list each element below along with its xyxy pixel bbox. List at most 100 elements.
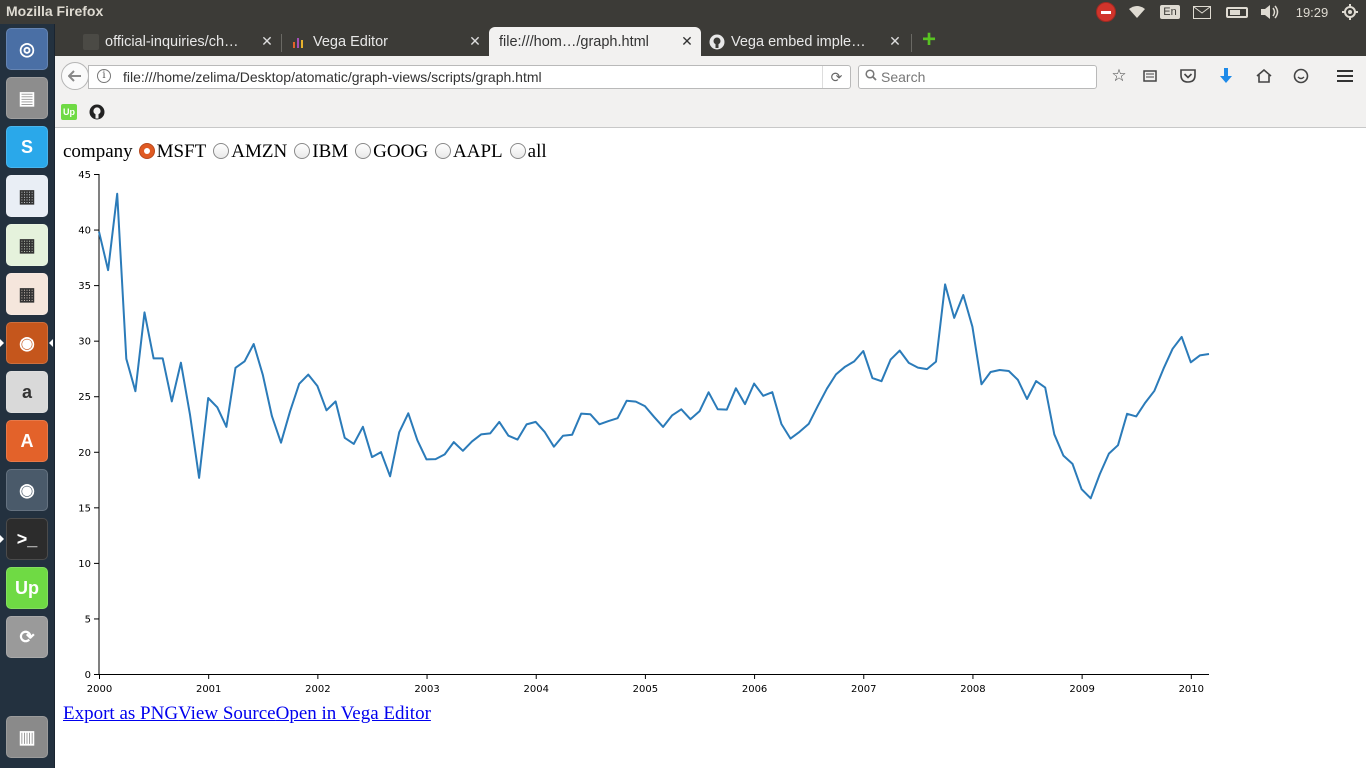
back-arrow-icon [68, 70, 81, 82]
trash-icon[interactable]: ▥ [6, 716, 48, 758]
tab-official-inquiries[interactable]: official-inquiries/ch… ✕ [75, 27, 281, 56]
page-content: company MSFT AMZN IBM GOOG AAPL all 0 5 10… [55, 129, 1366, 768]
company-radio-group: company MSFT AMZN IBM GOOG AAPL all [63, 141, 552, 163]
tab-bar: official-inquiries/ch… ✕ Vega Editor ✕ f… [55, 24, 1366, 56]
terminal-icon[interactable]: >_ [6, 518, 48, 560]
running-indicator [0, 339, 4, 347]
y-tick-label: 0 [85, 670, 91, 681]
vega-favicon-icon [291, 34, 307, 50]
amazon-icon[interactable]: a [6, 371, 48, 413]
url-bar[interactable]: i file:///home/zelima/Desktop/atomatic/g… [88, 65, 851, 89]
tab-vega-embed[interactable]: Vega embed imple… ✕ [701, 27, 909, 56]
battery-icon[interactable] [1224, 0, 1250, 24]
site-info-icon[interactable]: i [97, 69, 111, 83]
close-tab-icon[interactable]: ✕ [261, 33, 273, 49]
radio-label-all: all [527, 141, 547, 162]
y-tick-label: 30 [78, 337, 91, 348]
y-tick-label: 35 [78, 281, 91, 292]
y-tick-label: 5 [85, 614, 91, 625]
action-links: Export as PNGView SourceOpen in Vega Edi… [63, 703, 431, 725]
clock[interactable]: 19:29 [1295, 4, 1329, 20]
firefox-icon[interactable]: ◉ [6, 322, 48, 364]
home-icon[interactable] [1251, 64, 1277, 88]
github-favicon-icon [709, 34, 725, 50]
x-tick-label: 2001 [196, 684, 221, 695]
tab-favicon [83, 33, 99, 50]
keyboard-layout-label: En [1160, 5, 1180, 19]
chat-smiley-icon[interactable] [1288, 64, 1314, 88]
y-tick-label: 25 [78, 392, 91, 403]
tab-vega-editor[interactable]: Vega Editor ✕ [283, 27, 489, 56]
downloads-icon[interactable] [1213, 64, 1239, 88]
tab-label: Vega Editor [313, 33, 388, 50]
reload-icon[interactable]: ⟳ [822, 66, 850, 88]
focused-indicator [49, 339, 53, 347]
url-text: file:///home/zelima/Desktop/atomatic/gra… [123, 69, 542, 85]
x-tick-label: 2003 [414, 684, 439, 695]
skype-icon[interactable]: S [6, 126, 48, 168]
search-input[interactable] [881, 68, 1091, 86]
radio-label-aapl: AAPL [453, 141, 503, 162]
back-button[interactable] [61, 62, 89, 90]
mail-icon[interactable] [1191, 0, 1213, 24]
open-in-vega-editor-link[interactable]: Open in Vega Editor [275, 703, 431, 724]
running-indicator [0, 535, 4, 543]
y-tick-label: 10 [78, 559, 91, 570]
ubuntu-dash-icon[interactable]: ◎ [6, 28, 48, 70]
radio-goog[interactable] [355, 143, 372, 159]
radio-amzn[interactable] [213, 143, 230, 159]
stop-indicator-icon[interactable] [1095, 0, 1117, 24]
hamburger-menu-icon[interactable] [1332, 64, 1358, 88]
chrome-icon[interactable]: ◉ [6, 469, 48, 511]
x-tick-label: 2009 [1069, 684, 1094, 695]
close-tab-icon[interactable]: ✕ [681, 33, 693, 49]
volume-icon[interactable] [1258, 0, 1282, 24]
new-tab-button[interactable]: + [921, 26, 936, 53]
search-icon [865, 69, 877, 84]
libreoffice-calc-icon[interactable]: ▦ [6, 224, 48, 266]
reading-list-icon[interactable] [1137, 64, 1163, 88]
libreoffice-impress-icon[interactable]: ▦ [6, 273, 48, 315]
launcher: ◎ ▤ S ▦ ▦ ▦ ◉ a A ◉ >_ Up ⟳ ▥ [0, 24, 55, 768]
upwork-bookmark-icon[interactable]: Up [61, 104, 77, 120]
bookmark-star-icon[interactable]: ☆ [1111, 66, 1127, 85]
tab-label: file:///hom…/graph.html [499, 33, 649, 50]
x-tick-label: 2004 [523, 684, 548, 695]
pocket-icon[interactable] [1175, 64, 1201, 88]
search-bar[interactable] [858, 65, 1097, 89]
tab-label: official-inquiries/ch… [105, 33, 239, 50]
bookmarks-toolbar: Up [55, 96, 1366, 128]
session-gear-icon[interactable] [1339, 0, 1361, 24]
files-icon[interactable]: ▤ [6, 77, 48, 119]
update-manager-icon[interactable]: ⟳ [6, 616, 48, 658]
tab-graph-html[interactable]: file:///hom…/graph.html ✕ [489, 27, 701, 56]
radio-label-amzn: AMZN [231, 141, 288, 162]
software-center-icon[interactable]: A [6, 420, 48, 462]
view-source-link[interactable]: View Source [178, 703, 276, 724]
x-tick-label: 2010 [1179, 684, 1204, 695]
radio-caption: company [63, 141, 133, 162]
window-title: Mozilla Firefox [6, 3, 104, 19]
radio-ibm[interactable] [294, 143, 311, 159]
radio-aapl[interactable] [435, 143, 452, 159]
y-tick-label: 45 [78, 170, 91, 181]
wifi-icon[interactable] [1126, 0, 1148, 24]
close-tab-icon[interactable]: ✕ [469, 33, 481, 49]
top-panel: Mozilla Firefox En 19:29 [0, 0, 1366, 24]
export-png-link[interactable]: Export as PNG [63, 703, 179, 724]
upwork-icon[interactable]: Up [6, 567, 48, 609]
radio-msft[interactable] [138, 143, 155, 159]
x-tick-label: 2000 [87, 684, 112, 695]
stock-price-chart: 0 5 10 15 20 25 30 35 40 45 2000 2001 2002 2003 2004 20… [78, 170, 1210, 695]
radio-label-ibm: IBM [312, 141, 349, 162]
radio-all[interactable] [509, 143, 526, 159]
x-tick-label: 2006 [742, 684, 767, 695]
x-tick-label: 2008 [960, 684, 985, 695]
x-tick-label: 2007 [851, 684, 876, 695]
close-tab-icon[interactable]: ✕ [889, 33, 901, 49]
x-tick-label: 2005 [633, 684, 658, 695]
keyboard-layout-indicator[interactable]: En [1159, 0, 1181, 24]
github-bookmark-icon[interactable] [89, 104, 105, 120]
y-tick-label: 15 [78, 503, 91, 514]
libreoffice-writer-icon[interactable]: ▦ [6, 175, 48, 217]
